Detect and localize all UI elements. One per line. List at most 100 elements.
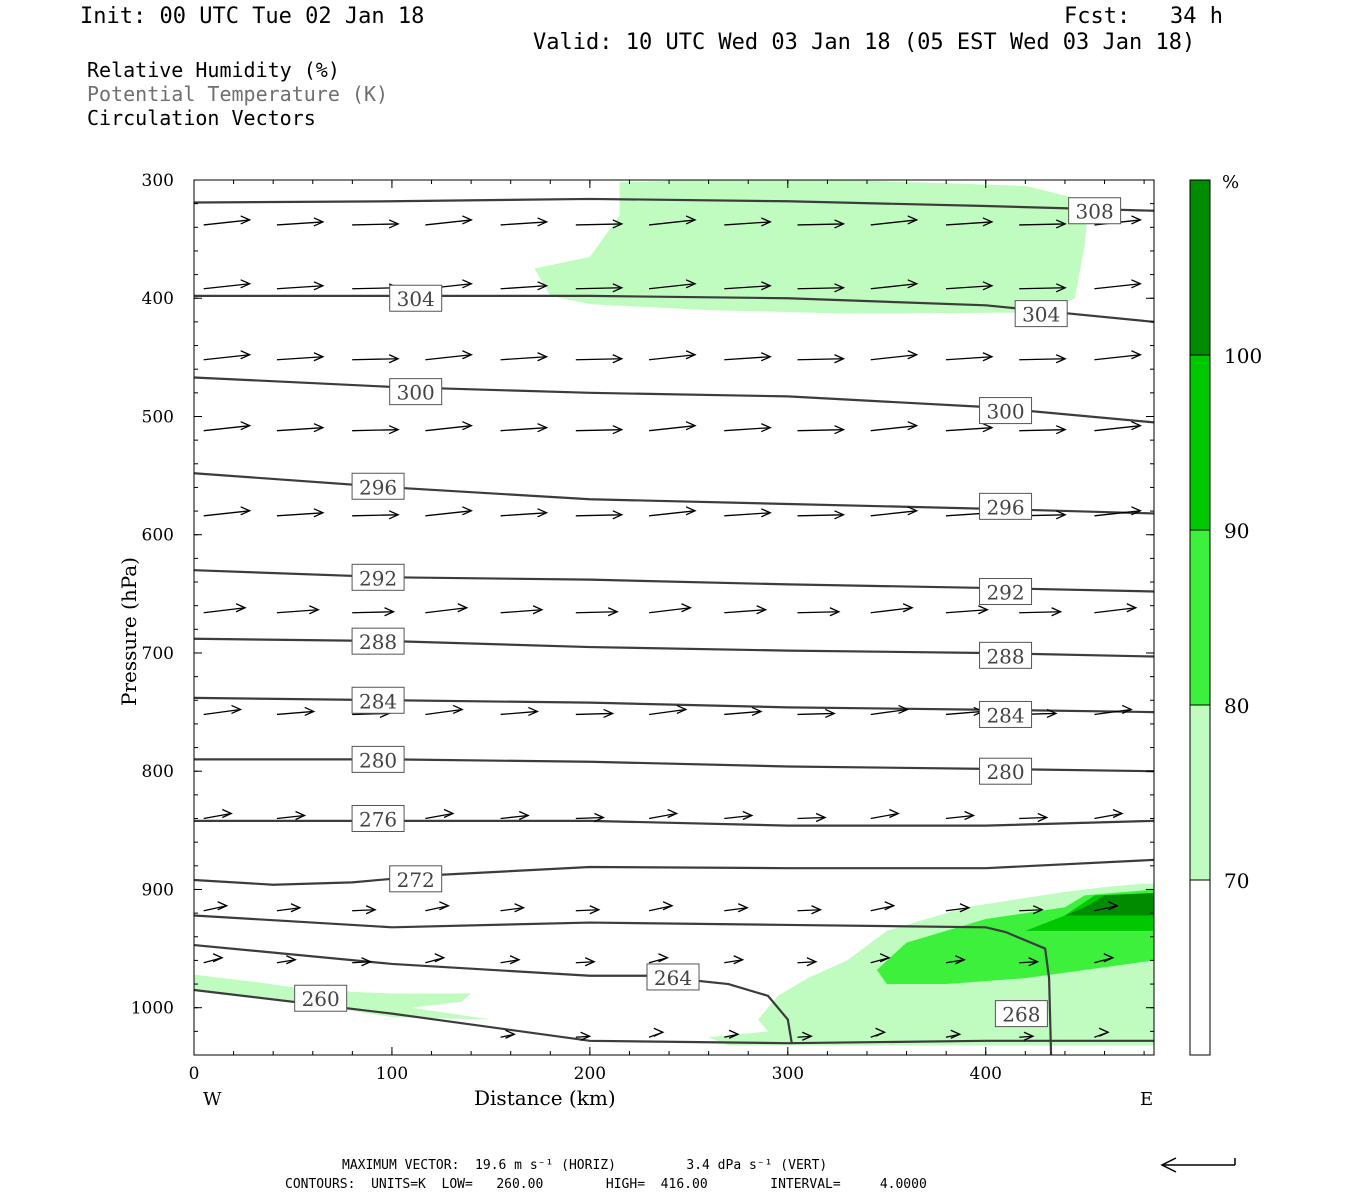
vector-head (388, 510, 400, 520)
footer-contours: CONTOURS: UNITS=K LOW= 260.00 HIGH= 416.… (285, 1177, 927, 1192)
vector-head (811, 905, 823, 915)
vector-arrow (1094, 421, 1143, 432)
vector-shaft (648, 812, 677, 820)
vector-shaft (203, 607, 246, 614)
vector-head (217, 901, 229, 911)
vector-head (1046, 708, 1058, 719)
vector-head (361, 957, 373, 967)
contour-labels: 308 304 304 300 300 296 296 292 292 288 288 284 284 2… (294, 197, 1122, 1028)
vector-head (964, 810, 976, 821)
vector-arrow (1094, 1027, 1110, 1038)
vector-shaft (1019, 909, 1043, 912)
contour-label-box (389, 865, 443, 893)
vector-arrow (500, 810, 530, 821)
vector-shaft (724, 427, 771, 432)
colorbar-swatch (1189, 879, 1211, 1056)
vector-shaft (276, 221, 323, 226)
vector-head (1032, 905, 1044, 915)
vector-head (658, 953, 670, 963)
vector-head (1131, 350, 1143, 360)
theta-contour-260 (194, 988, 1154, 1045)
vector-arrow (870, 506, 919, 517)
contour-label-text: 272 (397, 868, 435, 892)
vector-shaft (648, 354, 696, 361)
vector-head (685, 421, 697, 431)
vector-arrow (203, 808, 233, 820)
reference-vector (1160, 1157, 1236, 1173)
theta-contour-308 (194, 197, 1154, 212)
vector-head (304, 706, 316, 717)
vector-head (1131, 279, 1143, 289)
vector-arrow (276, 508, 325, 518)
contour-label-304-0: 304 (389, 284, 443, 312)
vector-arrow (203, 506, 252, 517)
contour-label-text: 296 (359, 475, 397, 499)
y-tick-label: 1000 (131, 999, 174, 1019)
vector-head (982, 217, 994, 227)
vector-arrow (945, 217, 994, 227)
vector-shaft (425, 905, 449, 912)
vector-shaft (500, 609, 543, 614)
vector-arrow (797, 425, 846, 435)
vector-arrow (276, 281, 325, 291)
contour-label-text: 296 (986, 495, 1024, 519)
vector-head (235, 603, 247, 613)
vector-arrow (500, 955, 521, 965)
contour-label-260-0: 260 (294, 984, 348, 1012)
vector-arrow (425, 953, 446, 964)
vector-head (1055, 425, 1067, 435)
contour-label-text: 288 (986, 644, 1024, 668)
vector-arrow (425, 421, 473, 432)
vector-head (1051, 607, 1063, 617)
vector-head (532, 605, 544, 615)
vector-head (537, 352, 549, 362)
vector-shaft (797, 816, 826, 820)
vector-head (761, 352, 772, 362)
vector-head (580, 1031, 592, 1041)
vector-shaft (500, 907, 524, 912)
vector-shaft (500, 427, 547, 432)
vector-head (667, 808, 679, 819)
vector-arrow (870, 421, 919, 432)
vector-head (462, 350, 473, 360)
vector-shaft (425, 425, 472, 432)
vector-shaft (870, 425, 917, 432)
contour-label-text: 268 (1002, 1003, 1040, 1027)
contour-label-text: 300 (397, 381, 435, 405)
vector-head (825, 708, 836, 719)
vector-shaft (1094, 425, 1141, 432)
vector-shaft (797, 429, 844, 432)
vector-shaft (352, 909, 376, 912)
legend-relative-humidity: Relative Humidity (%) (87, 58, 340, 82)
vector-head (1028, 957, 1040, 967)
vector-arrow (870, 953, 891, 964)
colorbar-label: 90 (1224, 519, 1249, 543)
vector-arrow (500, 423, 549, 433)
contour-label-296-1: 296 (979, 492, 1033, 520)
vector-head (761, 508, 772, 518)
vector-shaft (500, 959, 520, 964)
vector-arrow (425, 506, 473, 517)
vector-shaft (648, 283, 696, 290)
vector-head (231, 704, 243, 715)
vector-arrow (724, 423, 772, 433)
theta-contour-276 (194, 819, 1154, 827)
vector-arrow (425, 603, 469, 614)
vector-head (313, 423, 325, 433)
vector-shaft (276, 959, 296, 964)
contour-label-box (389, 378, 443, 406)
vector-shaft (203, 283, 250, 290)
y-tick-label: 400 (142, 289, 174, 309)
vector-head (879, 953, 891, 963)
vector-head (1121, 704, 1133, 715)
contour-label-box (646, 963, 700, 991)
contour-label-text: 304 (1022, 303, 1060, 327)
contour-label-text: 276 (359, 808, 397, 832)
colorbar-label: 100 (1224, 344, 1262, 368)
vector-shaft (870, 812, 899, 820)
colorbar-swatch (1189, 179, 1211, 356)
x-axis-label: Distance (km) (474, 1086, 616, 1110)
vector-shaft (797, 514, 844, 517)
vector-shaft (1019, 816, 1047, 820)
vector-shaft (945, 609, 988, 614)
